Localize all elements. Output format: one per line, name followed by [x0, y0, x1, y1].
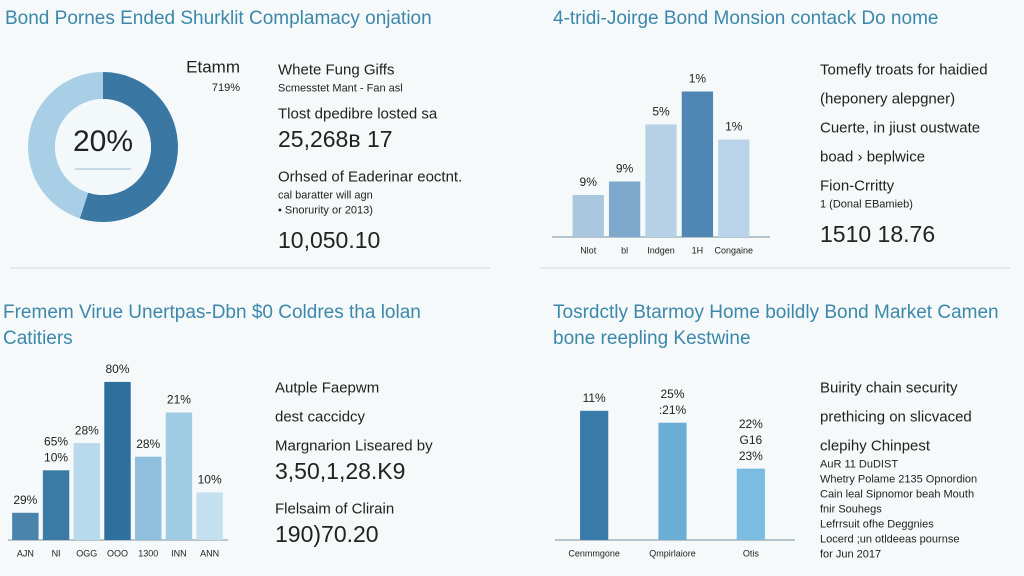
donut-slice — [79, 72, 178, 222]
note: fnir Souhegs — [820, 503, 882, 515]
bar-annotation: 21% — [167, 393, 191, 407]
note: Whete Fung Giffs — [278, 61, 394, 78]
note: Cain leal Sipnomor beah Mouth — [820, 488, 974, 500]
x-tick-label: Otis — [743, 548, 760, 558]
bar — [580, 410, 609, 540]
donut-label: Etamm — [186, 57, 240, 76]
note: 1510 18.76 — [820, 221, 935, 247]
note: Tomefly troats for haidied — [820, 61, 988, 78]
bar — [608, 181, 641, 237]
bar-annotation: 9% — [616, 162, 634, 176]
donut-slice — [27, 72, 103, 219]
x-tick-label: Congaine — [715, 245, 754, 255]
bar — [196, 492, 223, 540]
x-tick-label: 1300 — [138, 548, 158, 558]
bar — [658, 422, 687, 540]
bar-annotation: G16 — [739, 433, 762, 447]
note: prethicing on slicvaced — [820, 408, 972, 425]
x-tick-label: Qmpirlaiore — [649, 548, 696, 558]
bar — [645, 124, 677, 237]
note: Whetry Polame 2135 Opnordion — [820, 473, 977, 485]
note: Fion-Crritty — [820, 177, 895, 194]
bar-annotation: 11% — [583, 391, 606, 405]
x-tick-label: ANN — [200, 548, 219, 558]
bar — [12, 512, 39, 540]
bar — [572, 195, 604, 237]
bar — [73, 443, 100, 540]
bar-annotation: 28% — [75, 423, 99, 437]
bar — [736, 468, 765, 540]
x-tick-label: OGG — [76, 548, 97, 558]
x-tick-label: INN — [171, 548, 187, 558]
note: Orhsed of Eaderinar eoctnt. — [278, 168, 462, 185]
panel-title: Tosrdctly Btarmoy Home boildly Bond Mark… — [553, 302, 999, 349]
note: Margnarion Liseared by — [275, 437, 433, 454]
bar-annotation: 22% — [739, 417, 763, 431]
bar-annotation: :21% — [659, 403, 687, 417]
bar-annotation: 23% — [739, 449, 763, 463]
bar — [681, 91, 714, 237]
note: 25,268ʙ 17 — [278, 126, 393, 152]
panel-title: 4-tridi-Joirge Bond Monsion contack Do n… — [553, 8, 939, 29]
x-tick-label: bl — [621, 245, 628, 255]
x-tick-label: Nlot — [580, 245, 597, 255]
note: Flelsaim of Clirain — [275, 500, 394, 517]
donut-hole — [55, 99, 151, 195]
bar-annotation: 25% — [660, 387, 684, 401]
note: (heponery alepgner) — [820, 90, 955, 107]
note: boad › beplwice — [820, 148, 925, 165]
note: AuR 11 DuDIST — [820, 458, 898, 470]
note: 1 (Donal EBamieb) — [820, 198, 913, 210]
note: 3,50,1,28.K9 — [275, 458, 405, 484]
x-tick-label: NI — [52, 548, 61, 558]
bar-annotation: 10% — [44, 450, 68, 464]
x-tick-label: Cenmmgone — [568, 548, 620, 558]
x-tick-label: OOO — [107, 548, 128, 558]
bar — [135, 456, 162, 540]
note: Lefrrsuit ofhe Deggnies — [820, 518, 934, 530]
note: Buirity chain security — [820, 379, 958, 396]
donut-label: 719% — [212, 82, 240, 94]
bar-annotation: 65% — [44, 434, 68, 448]
note: clepihy Chinpest — [820, 437, 931, 454]
x-tick-label: 1H — [692, 245, 704, 255]
bar — [718, 139, 750, 237]
note: dest caccidcy — [275, 408, 366, 425]
center-label: 20% — [73, 125, 133, 158]
note: Scmesstet Mant - Fan asl — [278, 82, 403, 94]
bar-annotation: 5% — [652, 105, 670, 119]
bar-annotation: 1% — [689, 72, 707, 86]
panel-title: Bond Pornes Ended Shurklit Complamacy on… — [5, 8, 432, 29]
note: • Snorurity or 2013) — [278, 204, 373, 216]
panel-title: Fremem Virue Unertpas-Dbn $0 Coldres tha… — [3, 302, 421, 349]
note: Cuerte, in jiust oustwate — [820, 119, 980, 136]
bar-annotation: 80% — [105, 362, 129, 376]
bar-annotation: 10% — [198, 473, 222, 487]
bar — [165, 412, 193, 540]
note: Locerd ;un otldeeas pournse — [820, 533, 959, 545]
note: Autple Faepwm — [275, 379, 379, 396]
x-tick-label: Indgen — [647, 245, 675, 255]
bar-annotation: 9% — [580, 175, 598, 189]
bar — [42, 470, 70, 540]
x-tick-label: AJN — [17, 548, 34, 558]
note: cal baratter will agn — [278, 189, 373, 201]
note: 10,050.10 — [278, 227, 380, 253]
note: 190)70.20 — [275, 521, 379, 547]
note: for Jun 2017 — [820, 548, 881, 560]
bar-annotation: 28% — [136, 437, 160, 451]
bar-annotation: 1% — [725, 120, 743, 134]
note: Tlost dpedibre losted sa — [278, 105, 438, 122]
bar — [104, 381, 131, 540]
bar-annotation: 29% — [13, 493, 37, 507]
